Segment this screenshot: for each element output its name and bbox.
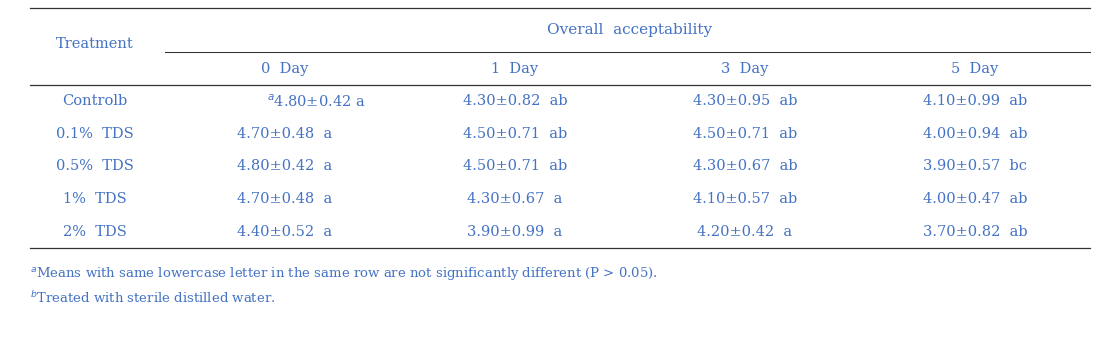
- Text: 2%  TDS: 2% TDS: [63, 225, 127, 239]
- Text: Overall  acceptability: Overall acceptability: [547, 23, 713, 37]
- Text: 4.10±0.57  ab: 4.10±0.57 ab: [693, 192, 797, 206]
- Text: $^a$4.80±0.42 a: $^a$4.80±0.42 a: [268, 93, 365, 109]
- Text: 4.30±0.82  ab: 4.30±0.82 ab: [463, 94, 567, 108]
- Text: 4.10±0.99  ab: 4.10±0.99 ab: [922, 94, 1027, 108]
- Text: 4.00±0.94  ab: 4.00±0.94 ab: [922, 127, 1027, 141]
- Text: 5  Day: 5 Day: [951, 61, 999, 75]
- Text: $^a$Means with same lowercase letter in the same row are not significantly diffe: $^a$Means with same lowercase letter in …: [30, 265, 658, 282]
- Text: 1  Day: 1 Day: [492, 61, 538, 75]
- Text: 4.70±0.48  a: 4.70±0.48 a: [238, 127, 333, 141]
- Text: 4.50±0.71  ab: 4.50±0.71 ab: [463, 127, 567, 141]
- Text: 1%  TDS: 1% TDS: [63, 192, 127, 206]
- Text: 3.70±0.82  ab: 3.70±0.82 ab: [922, 225, 1028, 239]
- Text: 4.30±0.67  a: 4.30±0.67 a: [467, 192, 563, 206]
- Text: 4.30±0.67  ab: 4.30±0.67 ab: [693, 160, 797, 174]
- Text: 4.50±0.71  ab: 4.50±0.71 ab: [463, 160, 567, 174]
- Text: 4.50±0.71  ab: 4.50±0.71 ab: [693, 127, 797, 141]
- Text: 0  Day: 0 Day: [261, 61, 309, 75]
- Text: 3.90±0.57  bc: 3.90±0.57 bc: [924, 160, 1027, 174]
- Text: Treatment: Treatment: [57, 36, 134, 50]
- Text: 3.90±0.99  a: 3.90±0.99 a: [467, 225, 563, 239]
- Text: 4.00±0.47  ab: 4.00±0.47 ab: [922, 192, 1027, 206]
- Text: 0.5%  TDS: 0.5% TDS: [57, 160, 134, 174]
- Text: $^b$Treated with sterile distilled water.: $^b$Treated with sterile distilled water…: [30, 290, 275, 306]
- Text: Controlb: Controlb: [62, 94, 128, 108]
- Text: 4.20±0.42  a: 4.20±0.42 a: [697, 225, 793, 239]
- Text: 4.40±0.52  a: 4.40±0.52 a: [238, 225, 333, 239]
- Text: 0.1%  TDS: 0.1% TDS: [57, 127, 134, 141]
- Text: 4.70±0.48  a: 4.70±0.48 a: [238, 192, 333, 206]
- Text: 4.80±0.42  a: 4.80±0.42 a: [238, 160, 333, 174]
- Text: 4.30±0.95  ab: 4.30±0.95 ab: [693, 94, 797, 108]
- Text: 3  Day: 3 Day: [722, 61, 769, 75]
